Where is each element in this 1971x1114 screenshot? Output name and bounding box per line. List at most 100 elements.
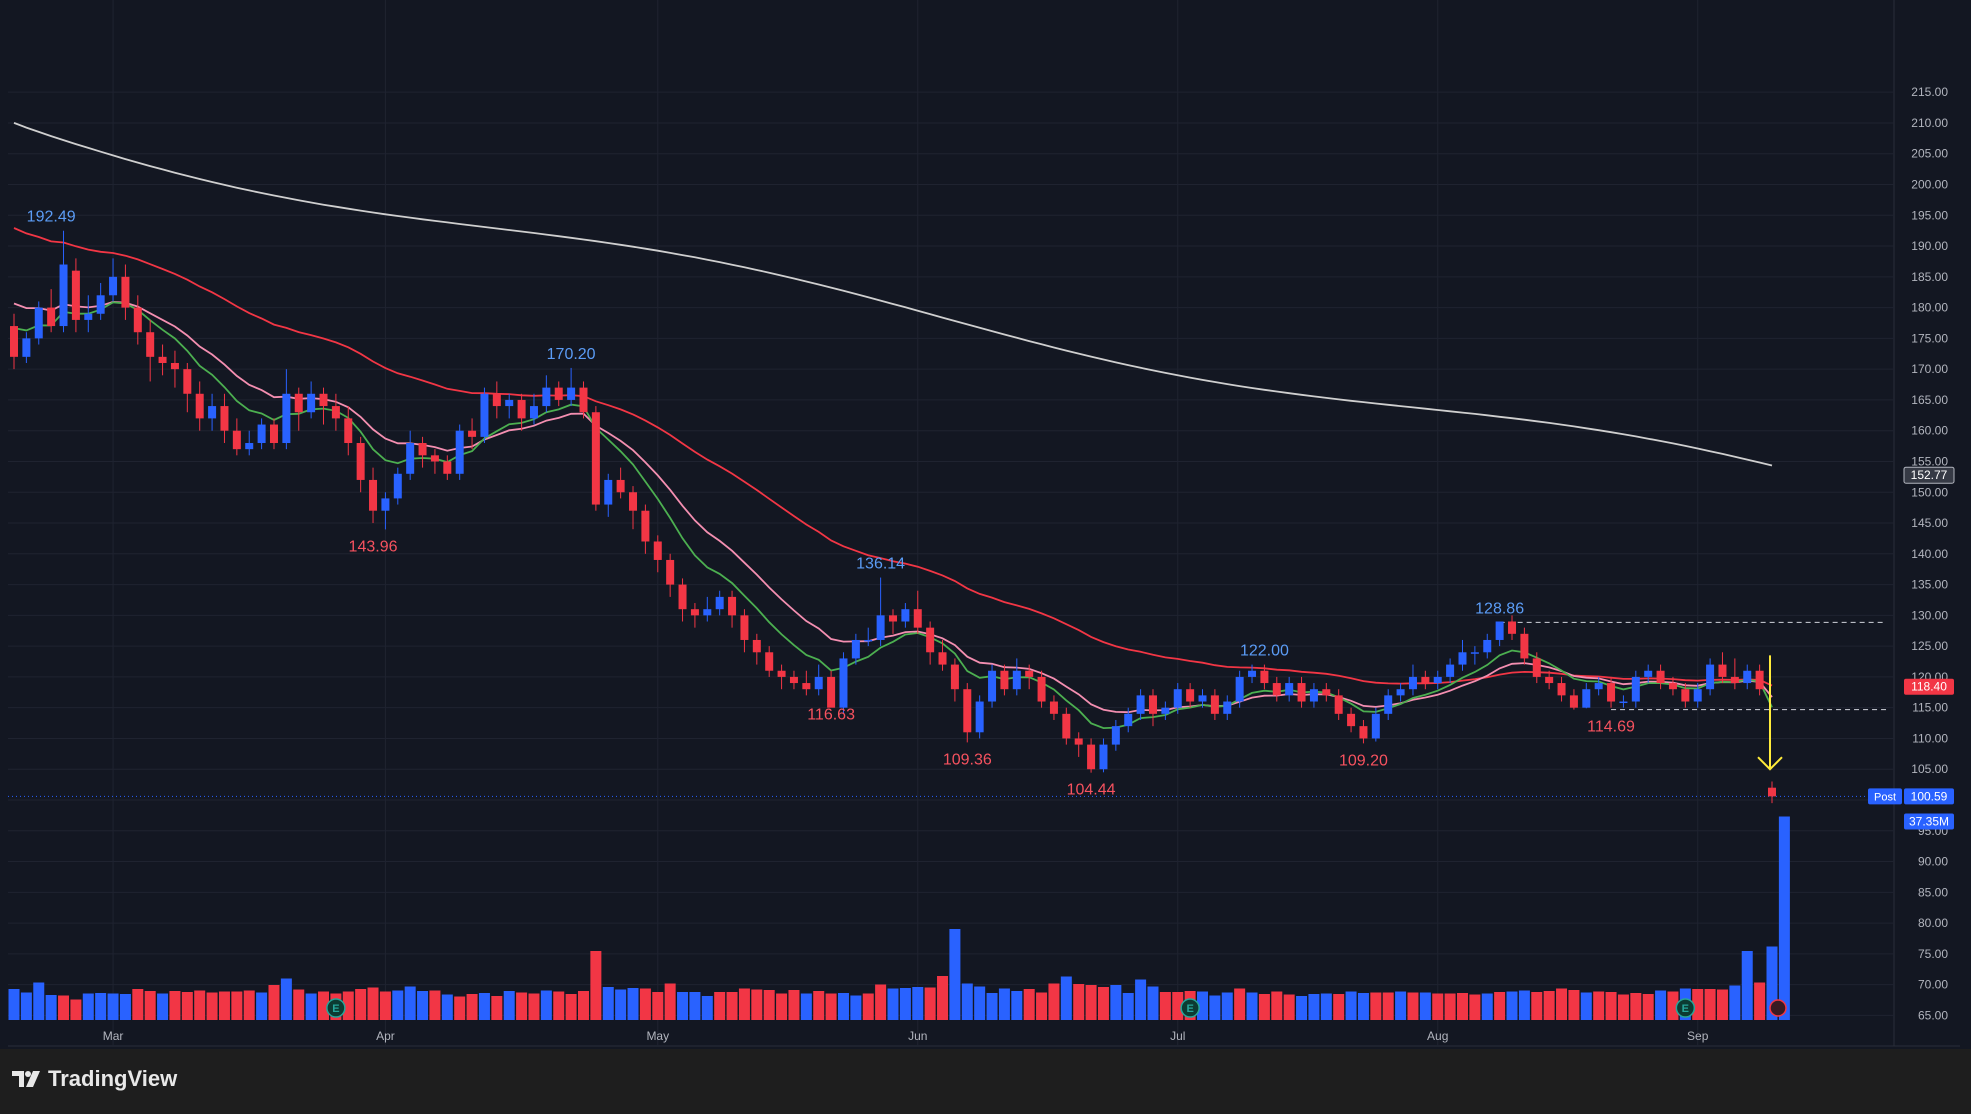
lightning-icon <box>1769 999 1787 1017</box>
candle-down <box>294 393 303 413</box>
candle-up <box>1433 676 1442 684</box>
volume-bar <box>441 994 453 1020</box>
volume-bar <box>1221 992 1233 1020</box>
candle-up <box>455 430 464 474</box>
candle-up <box>282 393 291 444</box>
volume-bar <box>701 996 713 1020</box>
candle-down <box>889 615 897 622</box>
candle-down <box>1718 664 1727 677</box>
price-tick-label: 155.00 <box>1911 454 1948 468</box>
price-tick-label: 125.00 <box>1911 639 1948 653</box>
candle-up <box>1223 701 1232 714</box>
candle-down <box>591 412 600 505</box>
moving-averages <box>13 122 1773 730</box>
low-label: 116.63 <box>807 707 855 724</box>
down-arrow-annotation <box>1757 655 1783 771</box>
candle-up <box>96 295 105 314</box>
price-tag: 37.35M <box>1909 815 1949 829</box>
volume-bar <box>1271 991 1283 1020</box>
candle-down <box>1607 683 1616 702</box>
candle-down <box>71 270 80 320</box>
volume-bar <box>949 929 961 1020</box>
volume-bar <box>1729 985 1741 1020</box>
candle-up <box>864 639 873 642</box>
volume-bar <box>119 994 131 1020</box>
volume-bar <box>726 992 738 1020</box>
candle-down <box>47 307 56 327</box>
candle-up <box>839 658 848 708</box>
volume-bar <box>862 993 874 1020</box>
candle-up <box>480 393 489 437</box>
volume-bar <box>1357 993 1369 1020</box>
candle-down <box>1656 670 1665 684</box>
volume-bar <box>1258 994 1270 1020</box>
candle-up <box>1309 689 1318 702</box>
volume-bar <box>503 991 515 1020</box>
volume-bar <box>367 987 379 1020</box>
low-label: 114.69 <box>1587 719 1635 736</box>
volume-bar <box>998 988 1010 1020</box>
volume-bar <box>454 996 466 1020</box>
price-tick-label: 175.00 <box>1911 331 1948 345</box>
candle-down <box>579 387 588 413</box>
candle-down <box>1037 676 1046 702</box>
candle-up <box>1235 676 1244 702</box>
volume-bar <box>528 993 540 1020</box>
candle-down <box>10 326 18 357</box>
price-tick-label: 75.00 <box>1918 947 1948 961</box>
volume-bar <box>1580 992 1592 1020</box>
candle-up <box>381 498 390 511</box>
price-tick-label: 170.00 <box>1911 362 1948 376</box>
candle-up <box>1012 670 1021 690</box>
volume-bar <box>293 989 305 1020</box>
candle-up <box>901 609 910 622</box>
volume-bar <box>491 996 503 1020</box>
volume-bar <box>1778 816 1790 1020</box>
price-tick-label: 205.00 <box>1911 147 1948 161</box>
candle-down <box>1049 701 1058 714</box>
time-tick-label: Sep <box>1687 1029 1709 1043</box>
volume-bar <box>1716 989 1728 1020</box>
volume-bar <box>1172 992 1184 1020</box>
volume-bar <box>1456 993 1468 1020</box>
volume-bar <box>1060 976 1072 1020</box>
volume-bar <box>1593 991 1605 1020</box>
volume-bar <box>652 992 664 1020</box>
tradingview-logo-icon <box>12 1071 40 1087</box>
candle-up <box>1706 664 1715 690</box>
candle-down <box>1508 621 1517 634</box>
volume-bar <box>379 991 391 1020</box>
volume-bar <box>1308 994 1320 1020</box>
candle-up <box>109 276 118 296</box>
volume-bar <box>788 990 800 1020</box>
volume-bar <box>1320 993 1332 1020</box>
candle-up <box>975 701 984 733</box>
candle-up <box>1099 744 1108 770</box>
earnings-icon <box>1180 998 1200 1018</box>
brand-name: TradingView <box>48 1066 178 1091</box>
time-tick-label: Aug <box>1427 1029 1448 1043</box>
low-label: 109.36 <box>943 751 992 768</box>
price-tick-label: 140.00 <box>1911 547 1948 561</box>
candle-up <box>1594 683 1603 690</box>
candle-up <box>604 479 613 505</box>
candle-down <box>1334 695 1343 714</box>
tradingview-logo[interactable]: TradingView <box>12 1066 177 1092</box>
volume-bar <box>937 976 949 1020</box>
volume-bar <box>1605 992 1617 1020</box>
price-tag: 118.40 <box>1911 680 1947 694</box>
candle-up <box>245 443 254 450</box>
candle-up <box>567 387 576 400</box>
price-tick-label: 200.00 <box>1911 178 1948 192</box>
candle-down <box>1210 695 1219 714</box>
candle-up <box>1408 676 1417 690</box>
price-axis[interactable]: 215.00 210.00 205.00 200.00 195.00 190.00 185.… <box>1911 85 1948 1022</box>
low-label: 104.44 <box>1067 782 1116 799</box>
volume-bar <box>1444 993 1456 1020</box>
arrow-head <box>1757 756 1783 771</box>
time-axis[interactable]: Mar Apr May Jun Jul Aug Sep <box>103 1029 1709 1043</box>
volume-bar <box>912 987 924 1020</box>
candle-up <box>876 615 885 640</box>
